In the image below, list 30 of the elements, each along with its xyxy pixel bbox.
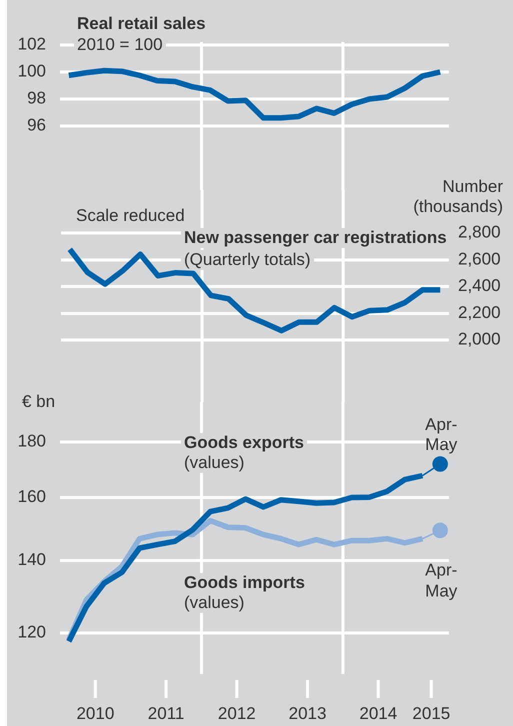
series-label: Goods imports (values) [184,573,305,613]
x-tick-label: 2015 [412,704,450,723]
text: Scale reduced [73,206,188,226]
y-tick-label: 100 [18,62,46,81]
y-tick-label: 96 [27,116,46,135]
text: (Quarterly totals) [181,250,314,270]
y2-tick-label: 2,000 [458,330,501,349]
x-tick-label: 2011 [148,704,184,723]
y-tick-label: 98 [27,88,46,108]
y-tick-label: 180 [18,432,46,451]
annotation: Apr-May [425,560,458,600]
x-tick-label: 2010 [76,704,114,723]
y2-axis-title: Number (thousands) [412,177,504,217]
chart-subtitle: 2010 = 100 [74,35,166,55]
y-tick-label: 160 [18,487,46,506]
y2-tick-label: 2,600 [458,249,501,268]
x-tick-label: 2014 [359,704,398,723]
y-tick-label: 102 [18,34,46,54]
x-tick-label: 2012 [218,704,256,723]
y2-tick-label: 2,800 [458,222,501,242]
y2-tick-label: 2,200 [458,302,501,322]
y-tick-label: 140 [18,550,46,570]
annotation: Apr-May [425,414,458,454]
y-axis-title: € bn [21,392,56,412]
y-tick-label: 120 [18,622,46,642]
chart-title: New passenger car registrations [181,228,450,248]
chart-title: Real retail sales [74,14,209,34]
series-label: Goods exports (values) [184,433,304,473]
x-tick-label: 2013 [288,704,326,723]
y2-tick-label: 2,400 [458,276,501,296]
